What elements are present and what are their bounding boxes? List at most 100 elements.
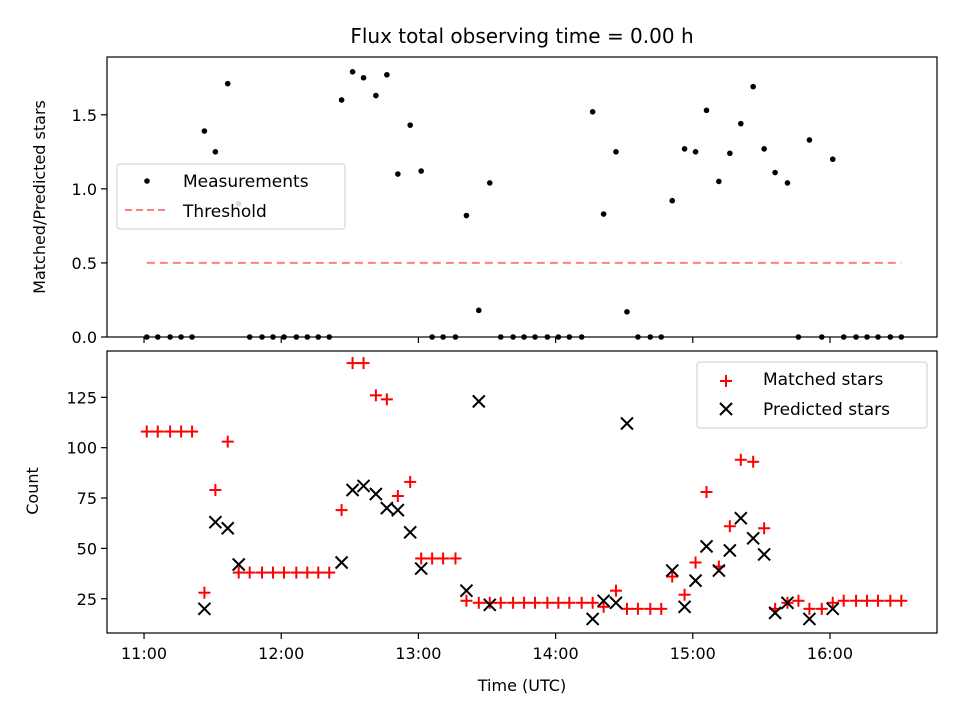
matched-stars-point [221,435,234,448]
top-ylabel: Matched/Predicted stars [30,100,49,294]
legend-measurements-marker [144,178,150,184]
matched-stars-point [586,596,599,609]
matched-stars-point [666,570,679,583]
bottom-ytick-label: 75 [77,489,97,508]
measurement-point [784,180,791,186]
measurement-point [384,71,390,78]
matched-stars-point [597,600,610,613]
predicted-stars-point [403,525,417,539]
predicted-stars-point [208,515,223,529]
measurement-point [360,74,367,81]
measurement-point [475,307,482,314]
predicted-stars-point [391,503,405,517]
matched-stars-point [689,556,702,569]
bottom-ylabel: Count [23,467,42,515]
matched-stars-point [700,486,713,498]
predicted-stars-point [345,483,360,497]
matched-stars-point [256,566,269,579]
matched-stars-point [404,475,417,488]
top-axes-frame [106,56,938,338]
predicted-stars-point [231,557,246,572]
predicted-stars-point [459,583,474,598]
predicted-stars-point [802,612,817,626]
predicted-stars-point [746,531,760,546]
predicted-stars-point [712,563,726,578]
predicted-stars-point [826,602,840,616]
predicted-stars-point [677,600,692,614]
predicted-stars-point [734,511,748,525]
bottom-ytick-label: 25 [77,590,97,609]
matched-stars-point [391,490,404,503]
predicted-stars-point [380,501,394,515]
matched-stars-point [312,566,325,579]
matched-stars-point [175,425,188,438]
matched-stars-point [861,594,874,607]
measurement-point [738,120,744,127]
matched-stars-point [460,594,473,607]
matched-stars-point [243,566,256,579]
measurement-point [463,212,470,219]
matched-stars-point [290,566,303,579]
matched-stars-point [140,425,153,438]
matched-stars-point [449,552,462,565]
matched-stars-point [483,596,496,609]
top-legend: Measurements Threshold [116,163,346,230]
matched-stars-point [209,483,222,496]
matched-stars-point [380,393,393,406]
matched-stars-point [837,594,850,607]
measurement-point [486,180,493,186]
measurement-point [772,169,778,176]
legend-measurements-label: Measurements [183,172,309,192]
matched-stars-point [803,602,816,615]
bottom-plot-area: 25 50 75 100 125 11:00 12:00 13:00 14:00 15:00 16:… [66,357,908,663]
bottom-legend-box [696,361,928,429]
matched-stars-point [437,552,450,565]
matched-stars-point [815,602,828,615]
measurement-point [806,137,813,143]
bottom-xtick-label: 14:00 [533,644,579,663]
predicted-stars-point [197,602,212,616]
predicted-stars-point [723,543,737,558]
matched-stars-point [575,596,588,609]
measurement-point [600,211,607,217]
matched-stars-point [357,357,370,370]
predicted-stars-point [620,416,634,431]
matched-stars-point [747,455,760,468]
measurement-point [349,69,356,75]
top-title: Flux total observing time = 0.00 h [350,24,693,48]
top-ytick-label: 0.0 [72,328,97,347]
matched-stars-point [620,602,633,615]
bottom-ytick-label: 100 [66,439,97,458]
measurement-point [829,156,836,163]
matched-stars-point [426,552,439,565]
predicted-stars-point [699,539,714,554]
bottom-legend: Matched stars Predicted stars [696,361,928,429]
predicted-stars-point [483,598,497,612]
predicted-stars-point [768,606,782,620]
measurement-point [338,97,345,103]
matched-stars-point [872,594,885,607]
top-legend-box [116,163,346,230]
measurement-point [201,128,208,134]
matched-stars-point [552,596,565,609]
matched-stars-point [563,596,576,609]
matched-stars-point [494,596,507,609]
measurement-point [212,149,219,155]
matched-stars-point [734,453,747,466]
predicted-stars-point [356,479,371,493]
predicted-stars-point [221,521,235,535]
matched-stars-point [541,596,554,609]
predicted-stars-point [472,394,486,409]
measurement-point [407,122,413,128]
bottom-ytick-label: 125 [66,388,97,407]
legend-threshold-label: Threshold [182,202,267,222]
matched-stars-point [277,566,290,579]
matched-stars-point [369,389,382,402]
legend-predicted-marker [719,402,733,416]
predicted-stars-point [369,487,383,501]
predicted-stars-point [596,594,611,608]
top-ytick-label: 1.0 [72,180,97,199]
measurement-point [613,149,619,155]
matched-stars-point [678,588,691,601]
